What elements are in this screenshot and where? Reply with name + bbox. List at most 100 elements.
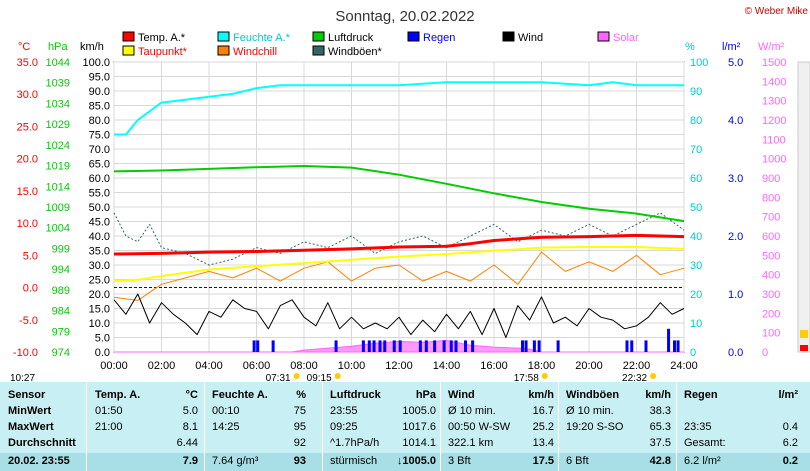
humidity-tick-label: 10 [690,318,702,330]
chart-title: Sonntag, 20.02.2022 [335,8,474,25]
table-cell: 5.0 [182,405,198,417]
scrollbar-right[interactable] [797,61,810,353]
legend-swatch [407,31,420,42]
legend-label: Windchill [233,46,277,58]
temp-tick-label: 15.0 [17,186,38,198]
wind-tick-label: 30.0 [89,260,110,272]
rain-tick-label: 2.0 [728,231,743,243]
x-tick-label: 16:00 [480,360,508,372]
rain-bar [378,340,382,352]
sun-icon [334,373,341,379]
table-cell: 37.5 [649,437,671,449]
table-cell: km/h [645,389,671,401]
wind-tick-label: 5.0 [95,333,110,345]
table-separator [558,382,559,471]
rain-unit-label: l/m² [722,41,741,53]
table-cell: 6 Bft [566,455,589,467]
table-cell: 65.3 [649,421,671,433]
humidity-tick-label: 90 [690,86,702,98]
table-cell: 0.2 [782,455,798,467]
solar-tick-label: 1300 [762,96,786,108]
table-cell: 1017.6 [402,421,436,433]
legend-label: Solar [613,32,639,44]
plot-axes: 35.0 30.0 25.0 20.0 15.0 10.0 5.0 0.0 -5.0 -10.0 1… [13,57,787,372]
pressure-tick-label: 979 [52,326,70,338]
table-cell: Wind [448,389,475,401]
temp-tick-label: 5.0 [23,250,38,262]
humidity-tick-label: 80 [690,115,702,127]
rain-bar [252,340,256,352]
legend-swatch [217,31,230,42]
series-line-taupunkt [113,246,685,283]
wind-tick-label: 100.0 [82,57,110,69]
sun-icon [293,373,300,379]
solar-tick-label: 800 [762,192,780,204]
humidity-tick-label: 50 [690,202,702,214]
wind-tick-label: 55.0 [89,188,110,200]
table-separator [322,382,323,471]
solar-tick-label: 100 [762,328,780,340]
wind-tick-label: 50.0 [89,202,110,214]
temp-unit-label: °C [18,41,30,53]
wind-tick-label: 70.0 [89,144,110,156]
rain-bar [454,340,458,352]
solar-tick-label: 600 [762,231,780,243]
pressure-tick-label: 1019 [46,161,70,173]
pressure-tick-label: 1009 [46,202,70,214]
legend-label: Wind [518,32,543,44]
x-tick-label: 18:00 [528,360,556,372]
rain-bar [372,340,376,352]
rain-bar [464,340,467,352]
table-cell: 25.2 [532,421,554,433]
solar-tick-label: 1100 [762,134,786,146]
chart-legend: Temp. A.* Feuchte A.* Luftdruck Regen Wind So… [122,31,639,58]
wind-tick-label: 45.0 [89,217,110,229]
rain-tick-label: 5.0 [728,57,743,69]
pressure-tick-label: 974 [52,347,70,359]
wind-tick-label: 95.0 [89,72,110,84]
legend-swatch [122,31,135,42]
table-cell: MaxWert [8,421,54,433]
wind-tick-label: 75.0 [89,130,110,142]
pressure-tick-label: 1024 [46,140,70,152]
humidity-tick-label: 0 [690,347,696,359]
sun-icon [541,373,548,379]
rain-bar [383,340,387,352]
temp-tick-label: 30.0 [17,89,38,101]
stats-table: Sensor Temp. A. °C Feuchte A.% Luftdruck hPa W… [0,382,810,471]
x-tick-label: 06:00 [243,360,271,372]
rain-bar [418,340,422,352]
rain-bar [334,340,338,352]
table-cell: 6.2 [782,437,798,449]
table-cell: Feuchte A. [212,389,268,401]
solar-unit-label: W/m² [758,41,785,53]
x-tick-label: 10:00 [338,360,366,372]
legend-label: Feuchte A.* [233,32,291,44]
wind-tick-label: 35.0 [89,246,110,258]
table-cell: ↓1005.0 [396,455,436,467]
wind-tick-label: 80.0 [89,115,110,127]
sun-event-label: 17:58 [514,373,539,382]
table-cell: 7.9 [182,455,198,467]
table-cell: Ø 10 min. [566,405,614,417]
table-cell: Regen [684,389,718,401]
table-cell: Ø 10 min. [448,405,496,417]
rain-tick-label: 0.0 [728,347,743,359]
pressure-unit-label: hPa [48,41,68,53]
table-cell: 92 [293,437,306,449]
table-separator [676,382,677,471]
rain-tick-label: 3.0 [728,173,743,185]
solar-tick-label: 1400 [762,76,786,88]
pressure-tick-label: 999 [52,243,70,255]
table-cell: l/m² [778,389,798,401]
series-line-tempa [113,233,685,256]
legend-swatch [597,31,610,42]
rain-tick-label: 1.0 [728,289,743,301]
table-cell: stürmisch [330,455,378,467]
rain-bar [556,340,560,352]
wind-unit-label: km/h [80,41,104,53]
series-line-windchill [113,251,685,301]
sun-event-label: 09:15 [307,373,332,382]
table-cell: 01:50 [95,405,123,417]
wind-tick-label: 15.0 [89,304,110,316]
